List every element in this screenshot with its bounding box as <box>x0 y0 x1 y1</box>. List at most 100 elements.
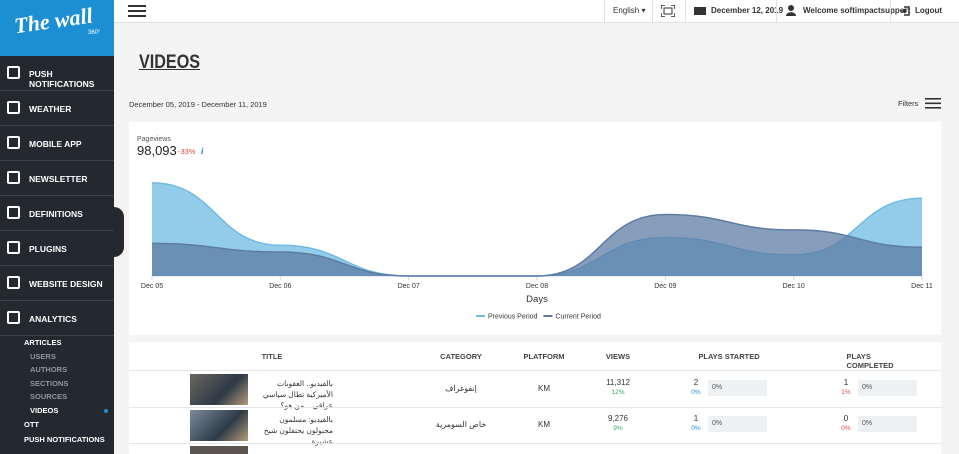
thumbnail <box>190 374 248 405</box>
menu-label: PLUGINS <box>29 244 67 254</box>
language-label: English <box>613 6 640 15</box>
filters-icon[interactable] <box>925 98 941 109</box>
views-change: 9% <box>613 425 623 432</box>
bar-label: 0% <box>862 420 873 427</box>
menu-toggle[interactable] <box>128 5 146 17</box>
chart-change: -33% <box>178 147 196 156</box>
menu-icon <box>7 171 20 184</box>
logo[interactable]: The wall 360° <box>0 0 114 56</box>
plays-started: 2 <box>693 378 699 387</box>
filters-label: Filters <box>898 99 919 108</box>
plays-started-pct: 0% <box>691 389 701 396</box>
line <box>151 213 923 277</box>
submenu-item[interactable]: PUSH NOTIFICATIONS <box>24 435 105 444</box>
x-tick-label: Dec 09 <box>654 283 676 290</box>
calendar-icon <box>694 7 706 15</box>
sidebar-handle <box>114 207 124 257</box>
menu-label: PUSH NOTIFICATIONS <box>29 69 95 89</box>
info-icon[interactable]: i <box>201 146 204 156</box>
video-title: بالفيديو.. العقوبات الأميركية تطال سياسي… <box>262 379 333 410</box>
menu-icon <box>7 241 20 254</box>
plays-started-bar: 0% <box>708 416 767 432</box>
topbar: English ▾ December 12, 2019 Welcome soft… <box>114 0 959 23</box>
chart-title: Pageviews <box>137 136 171 143</box>
plays-completed: 1 <box>843 378 849 387</box>
menu-item[interactable]: ANALYTICS <box>0 301 114 336</box>
category: خاص السومرية <box>435 420 487 429</box>
menu-icon <box>7 101 20 114</box>
submenu-item[interactable]: AUTHORS <box>30 365 68 374</box>
plays-completed-bar: 0% <box>858 416 917 432</box>
platform: KM <box>538 420 550 429</box>
column-header: PLAYS COMPLETED <box>846 352 894 370</box>
menu-label: DEFINITIONS <box>29 209 83 219</box>
active-dot <box>104 409 108 413</box>
user-icon <box>786 5 796 16</box>
menu-item[interactable]: WEATHER <box>0 91 114 126</box>
filters[interactable]: Filters <box>898 99 918 108</box>
menu-label: MOBILE APP <box>29 139 82 149</box>
fullscreen[interactable] <box>661 5 675 17</box>
x-tick-label: Dec 06 <box>269 283 291 290</box>
menu-item[interactable]: PLUGINS <box>0 231 114 266</box>
divider <box>129 407 941 408</box>
plays-started-bar: 0% <box>708 380 767 396</box>
menu-item[interactable]: WEBSITE DESIGN <box>0 266 114 301</box>
chart-card: Pageviews 98,093 -33% i Dec 05 Dec 06 Dec … <box>129 122 941 335</box>
submenu-item[interactable]: SOURCES <box>30 392 68 401</box>
menu-label: WEATHER <box>29 104 72 114</box>
thumbnail <box>190 410 248 441</box>
video-title: بالفيديو: مسلمون مجبولون يحتفلون شيخ عشي… <box>263 415 333 446</box>
views-change: 12% <box>611 389 625 396</box>
x-tick-label: Dec 07 <box>398 283 420 290</box>
submenu-item[interactable]: OTT <box>24 420 39 429</box>
thumbnail <box>190 446 248 454</box>
divider <box>129 443 941 444</box>
views: 11,312 <box>606 378 630 387</box>
category: إنفوغراف <box>445 384 477 393</box>
views: 9,276 <box>607 414 629 423</box>
column-header: PLATFORM <box>523 352 565 361</box>
chart: Dec 05 Dec 06 Dec 07 Dec 08 Dec 09 Dec 10 Dec … <box>141 182 933 321</box>
logo-text: The wall <box>12 2 95 39</box>
logout-icon <box>901 6 910 16</box>
menu-item[interactable]: MOBILE APP <box>0 126 114 161</box>
menu-icon <box>7 276 20 289</box>
x-axis-label: Days <box>526 294 548 305</box>
column-header: CATEGORY <box>440 352 482 361</box>
menu-item[interactable]: PUSH NOTIFICATIONS <box>0 56 114 91</box>
submenu-item[interactable]: ARTICLES <box>24 338 62 347</box>
platform: KM <box>538 384 550 393</box>
menu-item[interactable]: DEFINITIONS <box>0 196 114 231</box>
x-tick-label: Dec 10 <box>783 283 805 290</box>
menu-icon <box>7 206 20 219</box>
x-tick-label: Dec 11 <box>911 283 933 290</box>
sidebar: The wall 360° PUSH NOTIFICATIONS WEATHER M… <box>0 0 114 454</box>
column-header: PLAYS STARTED <box>698 352 760 361</box>
area <box>152 214 922 276</box>
column-header: TITLE <box>261 352 283 361</box>
logout[interactable]: Logout <box>915 6 943 15</box>
bar-label: 0% <box>862 384 873 391</box>
plays-completed-pct: 1% <box>841 389 851 396</box>
submenu-item[interactable]: USERS <box>30 352 56 361</box>
legend-label: Previous Period <box>488 314 538 321</box>
plays-completed: 0 <box>843 414 849 423</box>
welcome: Welcome softimpactsupport <box>803 6 911 15</box>
bar-label: 0% <box>712 384 723 391</box>
chart-total: 98,093 <box>137 143 177 158</box>
plays-started-pct: 0% <box>691 425 701 432</box>
menu-label: ANALYTICS <box>29 314 77 324</box>
logo-sub: 360° <box>88 30 101 36</box>
menu-item[interactable]: NEWSLETTER <box>0 161 114 196</box>
x-tick-label: Dec 08 <box>526 283 548 290</box>
language[interactable]: English ▾ <box>613 6 646 15</box>
bar-label: 0% <box>712 420 723 427</box>
legend-label: Current Period <box>555 314 601 321</box>
submenu-item[interactable]: SECTIONS <box>30 379 69 388</box>
menu-icon <box>7 66 20 79</box>
submenu-item[interactable]: VIDEOS <box>30 406 59 415</box>
table: TITLE CATEGORY PLATFORM VIEWS PLAYS STARTED P… <box>129 342 941 454</box>
menu-label: WEBSITE DESIGN <box>29 279 103 289</box>
